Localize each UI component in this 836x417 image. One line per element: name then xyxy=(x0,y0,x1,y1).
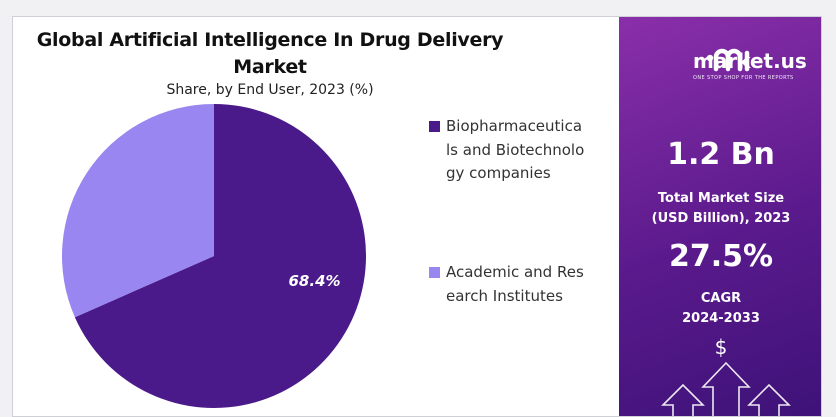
pie-slice-label-1: 68.4% xyxy=(289,272,341,290)
pie-chart: 68.4% xyxy=(61,104,366,408)
summary-panel: market.us ONE STOP SHOP FOR THE REPORTS … xyxy=(619,17,821,416)
market-us-logo-icon xyxy=(706,48,750,72)
market-size-label: Total Market Size (USD Billion), 2023 xyxy=(651,191,791,226)
chart-subtitle: Share, by End User, 2023 (%) xyxy=(166,82,374,98)
chart-card: Global Artificial Intelligence In Drug D… xyxy=(12,16,822,417)
legend-swatch-1 xyxy=(429,121,440,132)
brand-tagline: ONE STOP SHOP FOR THE REPORTS xyxy=(693,75,794,81)
cagr-label: CAGR 2024-2033 xyxy=(682,291,760,326)
legend-item-2: Academic and Research Institutes xyxy=(429,261,599,308)
legend-label-1: Biopharmaceuticals and Biotechnology com… xyxy=(446,117,585,182)
pie-slice-2 xyxy=(61,104,214,318)
legend-label-2: Academic and Research Institutes xyxy=(446,263,584,305)
growth-arrows-icon xyxy=(661,361,791,416)
market-size-value: 1.2 Bn xyxy=(667,137,775,172)
pie-slice-1 xyxy=(74,104,366,408)
legend-swatch-2 xyxy=(429,267,440,278)
dollar-icon: $ xyxy=(714,335,728,359)
cagr-value: 27.5% xyxy=(668,239,774,274)
brand-logo: market.us ONE STOP SHOP FOR THE REPORTS xyxy=(639,45,819,81)
brand-name: market.us xyxy=(693,49,807,73)
chart-title: Global Artificial Intelligence In Drug D… xyxy=(36,29,504,78)
legend-item-1: Biopharmaceuticals and Biotechnology com… xyxy=(429,115,599,186)
